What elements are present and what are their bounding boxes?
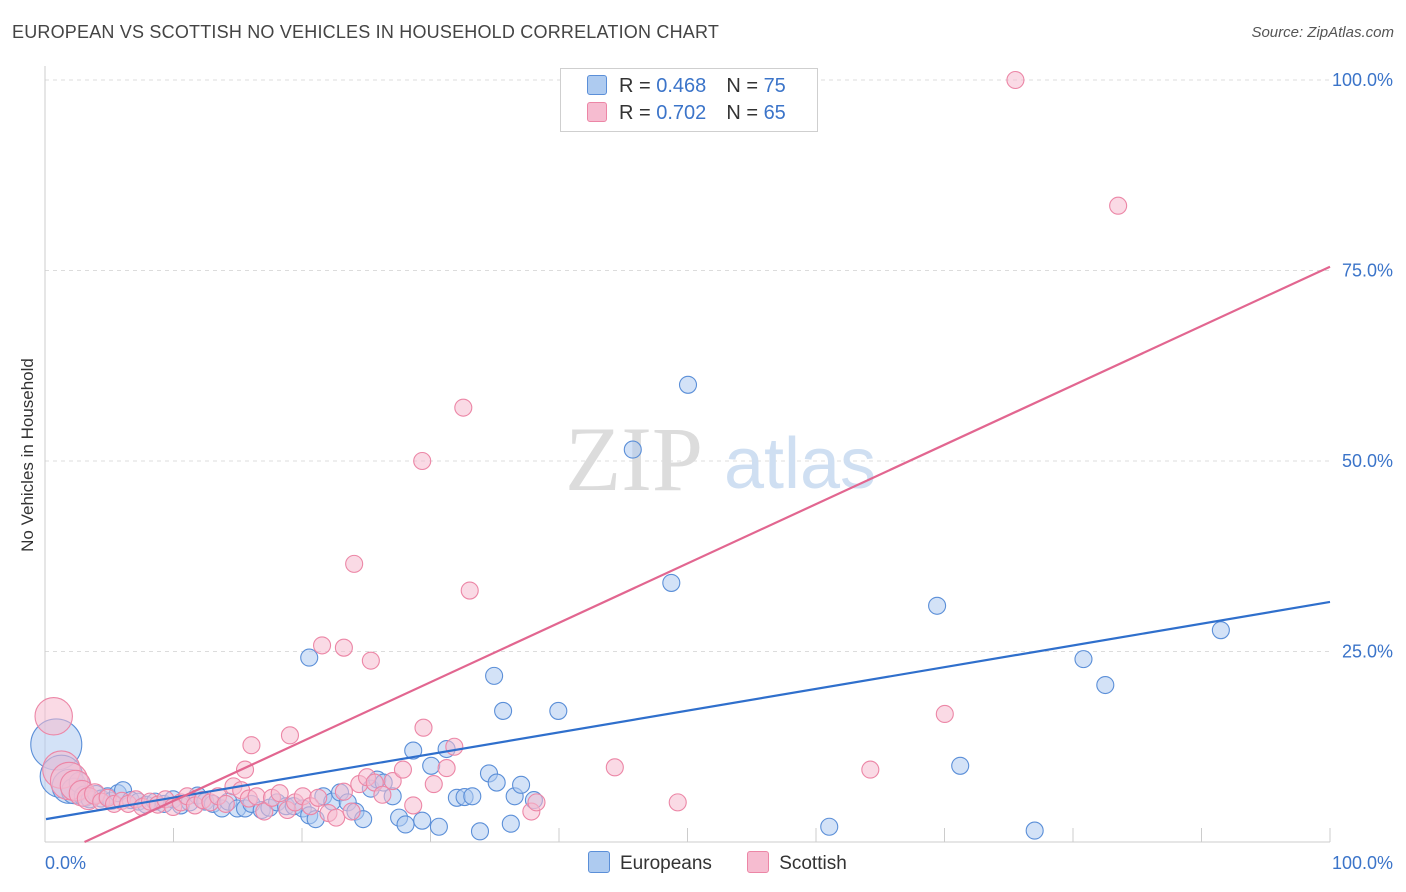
- point-europeans: [512, 775, 531, 794]
- point-europeans: [1211, 621, 1230, 640]
- series-legend-europeans[interactable]: Europeans: [588, 851, 712, 875]
- point-scottish: [605, 758, 624, 777]
- legend-swatch-europeans: [587, 75, 607, 95]
- point-scottish: [247, 787, 266, 806]
- legend-r-value: 0.702: [656, 102, 707, 124]
- point-europeans: [404, 741, 423, 760]
- point-scottish: [460, 581, 479, 600]
- point-europeans: [1074, 650, 1093, 669]
- point-scottish: [345, 554, 364, 573]
- series-legend-label: Scottish: [779, 853, 847, 874]
- point-scottish: [342, 802, 361, 821]
- y-tick-label: 25.0%: [1342, 642, 1393, 662]
- point-scottish: [242, 736, 261, 755]
- point-scottish: [334, 782, 353, 801]
- point-scottish: [404, 796, 423, 815]
- point-scottish: [935, 704, 954, 724]
- point-europeans: [487, 773, 506, 792]
- watermark: ZIP atlas: [565, 408, 876, 510]
- point-europeans: [820, 817, 839, 836]
- legend-r-label: R =: [619, 75, 657, 97]
- gridlines: [45, 79, 1330, 652]
- point-scottish: [373, 785, 392, 804]
- point-europeans: [463, 787, 482, 806]
- point-europeans: [623, 440, 642, 459]
- point-scottish: [34, 697, 73, 736]
- point-europeans: [422, 756, 441, 775]
- point-scottish: [1006, 70, 1025, 90]
- legend-r-value: 0.468: [656, 75, 707, 97]
- point-scottish: [454, 398, 473, 417]
- point-europeans: [413, 811, 432, 830]
- series-legend-label: Europeans: [620, 853, 712, 874]
- x-tick-label-min: 0.0%: [45, 853, 86, 873]
- point-scottish: [1109, 196, 1128, 215]
- point-scottish: [424, 775, 443, 794]
- legend-row-europeans: R = 0.468 N = 75: [587, 75, 786, 99]
- point-europeans: [1096, 675, 1115, 695]
- series-swatch-europeans: [588, 851, 610, 873]
- point-europeans: [549, 701, 568, 720]
- series-swatch-scottish: [747, 851, 770, 873]
- legend-n-value: 75: [763, 75, 786, 97]
- trend-line-europeans: [45, 600, 1331, 821]
- point-europeans: [494, 701, 513, 720]
- point-scottish: [327, 808, 346, 827]
- point-scottish: [313, 636, 332, 655]
- point-europeans: [951, 756, 970, 775]
- point-scottish: [383, 771, 402, 791]
- point-europeans: [1025, 821, 1044, 840]
- point-scottish: [861, 760, 880, 779]
- point-scottish: [668, 793, 687, 812]
- legend-row-scottish: R = 0.702 N = 65: [587, 102, 786, 126]
- point-scottish: [393, 760, 413, 779]
- legend-swatch-scottish: [587, 102, 607, 122]
- legend-r-label: R =: [619, 102, 657, 124]
- point-scottish: [413, 451, 432, 471]
- point-scottish: [255, 802, 274, 821]
- source-credit: Source: ZipAtlas.com: [1251, 24, 1394, 41]
- y-tick-label: 75.0%: [1342, 261, 1393, 281]
- point-scottish: [414, 718, 433, 737]
- legend-n-label: N =: [726, 75, 764, 97]
- series-legend: Europeans Scottish: [588, 851, 877, 875]
- point-europeans: [300, 648, 319, 667]
- data-points: [30, 70, 1230, 841]
- chart-title: EUROPEAN VS SCOTTISH NO VEHICLES IN HOUS…: [12, 22, 720, 42]
- point-scottish: [445, 737, 464, 756]
- point-scottish: [216, 794, 235, 813]
- point-scottish: [280, 726, 300, 745]
- point-europeans: [429, 817, 448, 836]
- y-tick-label: 50.0%: [1342, 451, 1393, 471]
- trend-line-scottish: [84, 265, 1331, 843]
- series-legend-scottish[interactable]: Scottish: [747, 851, 847, 875]
- point-scottish: [361, 651, 380, 670]
- point-europeans: [396, 815, 415, 834]
- point-europeans: [928, 596, 947, 615]
- point-europeans: [678, 375, 698, 394]
- point-scottish: [437, 759, 456, 778]
- watermark-zip: ZIP: [565, 408, 703, 510]
- trend-lines: [45, 265, 1331, 843]
- legend-n-label: N =: [726, 102, 764, 124]
- legend-n-value: 65: [763, 102, 786, 124]
- stats-legend: R = 0.468 N = 75 R = 0.702 N = 65: [560, 68, 818, 132]
- y-tick-label: 100.0%: [1332, 70, 1393, 90]
- point-scottish: [270, 784, 289, 803]
- point-scottish: [334, 638, 353, 657]
- point-europeans: [662, 573, 681, 592]
- watermark-atlas: atlas: [724, 424, 876, 504]
- point-europeans: [470, 822, 490, 841]
- point-scottish: [527, 793, 546, 812]
- point-scottish: [309, 788, 328, 807]
- tick-labels: 25.0% 50.0% 75.0% 100.0% 0.0% 100.0%: [45, 70, 1393, 873]
- point-europeans: [485, 666, 504, 685]
- point-europeans: [501, 814, 520, 833]
- x-tick-label-max: 100.0%: [1332, 853, 1393, 873]
